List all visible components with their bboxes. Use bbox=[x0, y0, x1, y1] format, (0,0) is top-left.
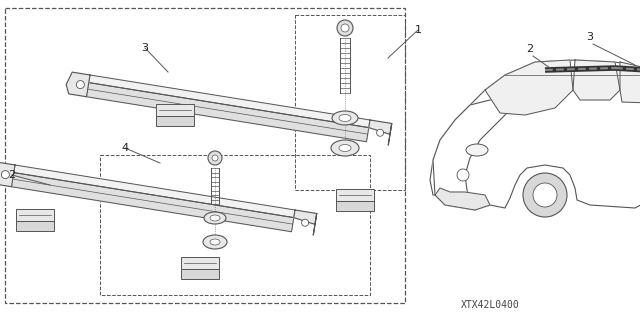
Bar bbox=[336, 189, 374, 201]
Circle shape bbox=[212, 155, 218, 161]
Polygon shape bbox=[313, 213, 317, 235]
Circle shape bbox=[376, 129, 383, 136]
Text: 2: 2 bbox=[527, 44, 534, 54]
Bar bbox=[16, 221, 54, 231]
Polygon shape bbox=[294, 210, 317, 224]
Ellipse shape bbox=[331, 140, 359, 156]
Text: XTX42L0400: XTX42L0400 bbox=[461, 300, 520, 310]
Bar bbox=[181, 257, 219, 269]
Polygon shape bbox=[485, 60, 573, 115]
Bar bbox=[336, 201, 374, 211]
Ellipse shape bbox=[210, 215, 220, 221]
Ellipse shape bbox=[332, 111, 358, 125]
Text: 3: 3 bbox=[586, 32, 593, 42]
Circle shape bbox=[208, 151, 222, 165]
Circle shape bbox=[341, 24, 349, 32]
Text: 1: 1 bbox=[415, 25, 422, 35]
Bar bbox=[156, 104, 194, 116]
Polygon shape bbox=[573, 60, 620, 100]
Circle shape bbox=[337, 20, 353, 36]
Polygon shape bbox=[620, 62, 640, 103]
Circle shape bbox=[523, 173, 567, 217]
Polygon shape bbox=[89, 75, 370, 128]
Circle shape bbox=[301, 219, 308, 226]
Ellipse shape bbox=[339, 115, 351, 122]
Polygon shape bbox=[430, 60, 640, 210]
Polygon shape bbox=[66, 72, 90, 97]
Circle shape bbox=[1, 171, 10, 179]
Polygon shape bbox=[433, 100, 510, 210]
Bar bbox=[5, 8, 405, 303]
Polygon shape bbox=[12, 173, 294, 232]
Circle shape bbox=[76, 81, 84, 89]
Bar bbox=[181, 269, 219, 279]
Circle shape bbox=[533, 183, 557, 207]
Polygon shape bbox=[388, 123, 392, 145]
Polygon shape bbox=[0, 162, 15, 187]
Bar bbox=[100, 155, 370, 295]
Bar bbox=[156, 116, 194, 126]
Text: 2: 2 bbox=[8, 170, 15, 180]
Ellipse shape bbox=[204, 212, 226, 224]
Ellipse shape bbox=[203, 235, 227, 249]
Bar bbox=[16, 209, 54, 221]
Ellipse shape bbox=[210, 239, 220, 245]
Polygon shape bbox=[14, 165, 295, 218]
Ellipse shape bbox=[339, 145, 351, 152]
Ellipse shape bbox=[466, 144, 488, 156]
Polygon shape bbox=[369, 120, 392, 134]
Circle shape bbox=[457, 169, 469, 181]
Polygon shape bbox=[435, 188, 490, 210]
Bar bbox=[295, 15, 405, 190]
Text: 4: 4 bbox=[122, 143, 129, 153]
Text: 3: 3 bbox=[141, 43, 148, 53]
Polygon shape bbox=[86, 83, 369, 142]
